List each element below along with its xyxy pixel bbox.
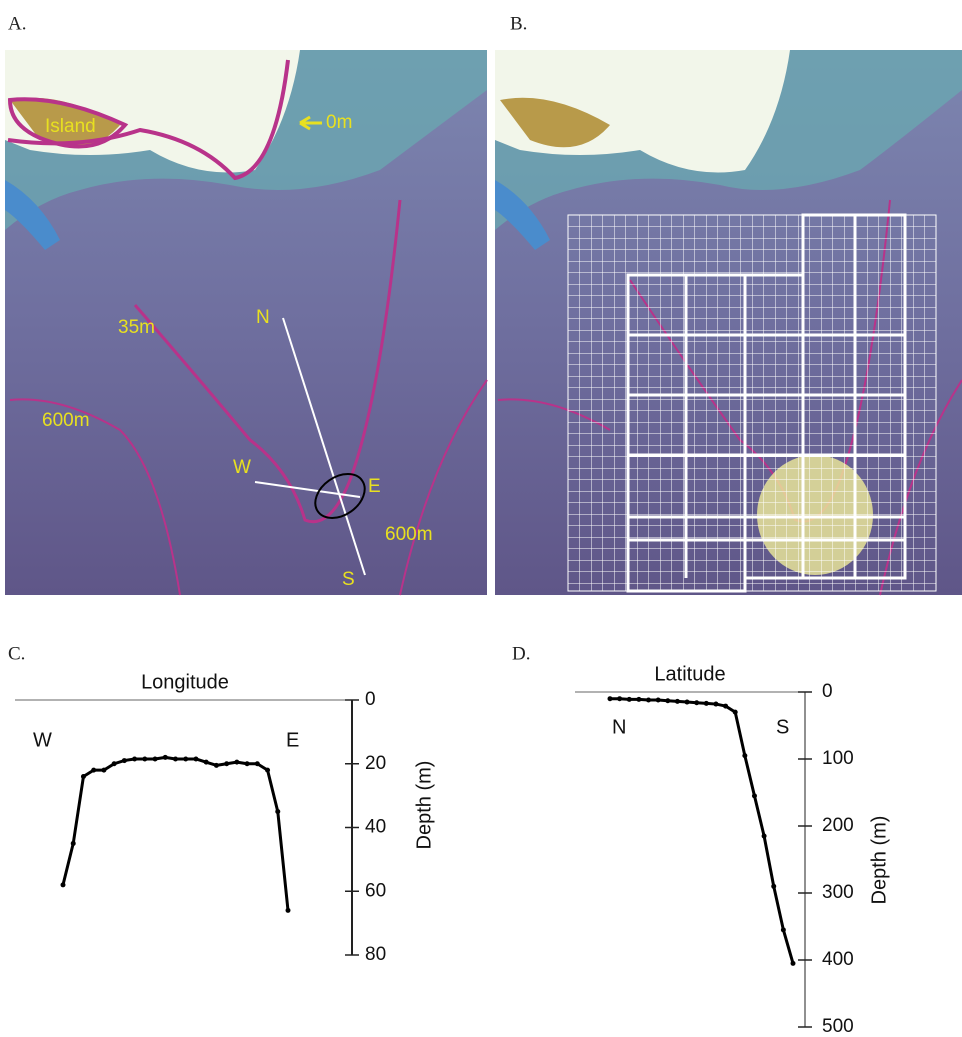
- depth-profile: [610, 697, 795, 964]
- depth-point: [224, 761, 230, 767]
- panel-label: A.: [8, 13, 26, 34]
- map-annotation: S: [342, 569, 355, 590]
- depth-point: [646, 697, 652, 703]
- depth-point: [694, 700, 700, 706]
- depth-point: [626, 696, 632, 702]
- depth-point: [723, 703, 729, 709]
- charts: C. Longitude W E Depth (m) 0 20 40 60 80 D. Latitud…: [8, 643, 890, 1037]
- y-tick-label: 20: [365, 753, 386, 774]
- map-annotation: E: [368, 476, 381, 497]
- depth-point: [636, 696, 642, 702]
- panel-label: C.: [8, 643, 25, 664]
- depth-point: [665, 698, 671, 704]
- annotation: E: [286, 729, 299, 751]
- map-b: [495, 50, 962, 596]
- map-annotation: N: [256, 307, 270, 328]
- depth-point: [213, 762, 219, 768]
- depth-point: [607, 696, 613, 702]
- depth-point: [703, 700, 709, 706]
- depth-point: [265, 767, 271, 773]
- y-axis-label: Depth (m): [413, 761, 435, 850]
- y-tick-label: 80: [365, 944, 386, 965]
- depth-point: [70, 840, 76, 846]
- annotation: N: [612, 716, 626, 738]
- y-tick-label: 60: [365, 880, 386, 901]
- y-tick-label: 500: [822, 1016, 854, 1037]
- y-tick-label: 400: [822, 949, 854, 970]
- y-tick-label: 100: [822, 748, 854, 769]
- depth-point: [617, 696, 623, 702]
- panel-label: B.: [510, 13, 527, 34]
- y-tick-label: 300: [822, 882, 854, 903]
- depth-point: [121, 758, 127, 764]
- depth-point: [91, 767, 97, 773]
- depth-profile: [61, 755, 290, 911]
- y-tick-label: 40: [365, 817, 386, 838]
- depth-point: [183, 756, 189, 762]
- depth-point: [742, 753, 748, 759]
- y-tick-label: 0: [365, 689, 376, 710]
- depth-point: [101, 767, 107, 773]
- depth-point: [193, 756, 199, 762]
- depth-point: [275, 809, 281, 815]
- depth-point: [80, 774, 86, 779]
- depth-point: [111, 761, 117, 767]
- depth-point: [254, 761, 260, 767]
- depth-point: [162, 754, 168, 760]
- depth-point: [173, 756, 178, 762]
- annotation: W: [33, 729, 52, 751]
- depth-point: [684, 699, 690, 705]
- depth-point: [244, 761, 250, 767]
- map-annotation: 0m: [326, 112, 352, 133]
- y-tick-label: 200: [822, 815, 854, 836]
- map-annotation: 35m: [118, 317, 155, 338]
- depth-point: [132, 756, 138, 762]
- x-axis-label: Latitude: [654, 663, 725, 685]
- y-tick-label: 0: [822, 681, 833, 702]
- depth-point: [674, 698, 680, 704]
- depth-point: [234, 759, 240, 765]
- map-a: Island 0m 35m N 600m W E 600m S: [5, 50, 488, 596]
- depth-point: [713, 701, 719, 707]
- depth-point: [203, 759, 209, 765]
- x-axis-label: Longitude: [141, 671, 229, 693]
- depth-point: [655, 697, 661, 703]
- map-annotation: 600m: [385, 524, 433, 545]
- panel-label: D.: [512, 643, 530, 664]
- depth-point: [780, 927, 786, 933]
- depth-point: [761, 833, 767, 839]
- y-axis-label: Depth (m): [868, 816, 890, 905]
- depth-point: [732, 709, 738, 715]
- map-annotation: 600m: [42, 410, 90, 431]
- depth-point: [771, 883, 777, 889]
- depth-point: [751, 793, 757, 799]
- map-annotation: W: [233, 457, 251, 478]
- map-annotation: Island: [45, 116, 96, 137]
- depth-point: [152, 756, 158, 762]
- depth-point: [60, 882, 66, 888]
- depth-point: [285, 907, 291, 913]
- annotation: S: [776, 716, 789, 738]
- depth-point: [142, 756, 148, 762]
- depth-point: [790, 960, 796, 966]
